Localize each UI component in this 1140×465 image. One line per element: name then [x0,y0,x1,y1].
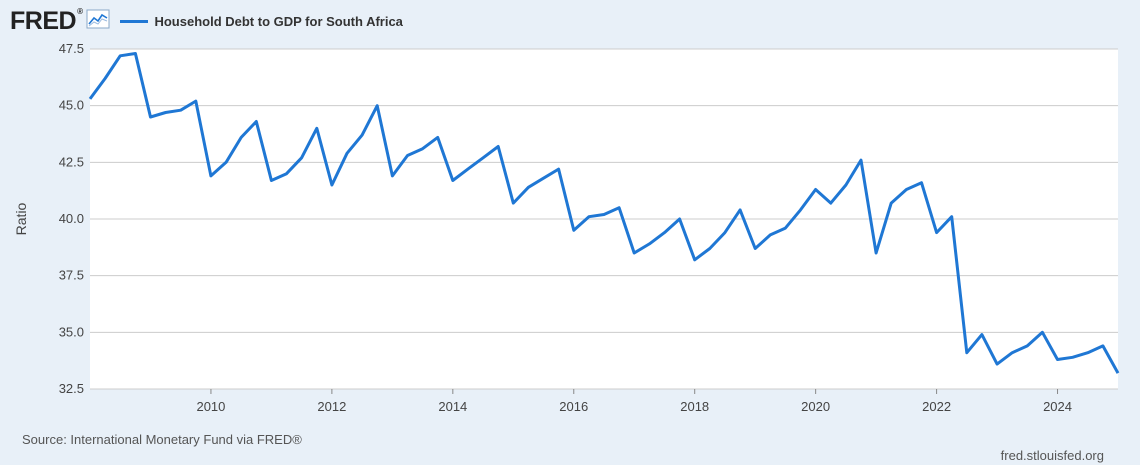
x-axis-ticks: 2010 2012 2014 2016 2018 2020 2022 2024 [196,389,1072,414]
y-tick-label: 42.5 [59,154,84,169]
y-tick-label: 32.5 [59,381,84,396]
y-axis-ticks: 32.5 35.0 37.5 40.0 42.5 45.0 47.5 [59,41,84,396]
x-tick-label: 2022 [922,399,951,414]
x-tick-label: 2024 [1043,399,1072,414]
fred-logo-text: FRED [10,6,77,35]
source-note: Source: International Monetary Fund via … [22,432,302,447]
chart-header: FRED® Household Debt to GDP for South Af… [10,6,403,36]
grid-lines [90,48,1118,390]
series-line [88,52,1120,374]
x-tick-label: 2010 [196,399,225,414]
y-tick-label: 35.0 [59,324,84,339]
x-tick-label: 2016 [559,399,588,414]
line-graph-icon [86,9,110,34]
y-axis-label: Ratio [13,202,29,235]
y-tick-label: 37.5 [59,268,84,283]
x-tick-label: 2012 [317,399,346,414]
x-tick-label: 2018 [680,399,709,414]
y-tick-label: 40.0 [59,211,84,226]
y-tick-label: 47.5 [59,41,84,56]
fred-url[interactable]: fred.stlouisfed.org [1000,448,1104,463]
legend: Household Debt to GDP for South Africa [120,13,403,29]
x-tick-label: 2020 [801,399,830,414]
y-tick-label: 45.0 [59,98,84,113]
fred-logo[interactable]: FRED® [10,6,83,36]
x-tick-label: 2014 [438,399,467,414]
fred-logo-registered: ® [77,6,83,16]
legend-label: Household Debt to GDP for South Africa [154,13,403,29]
legend-swatch [120,19,149,23]
